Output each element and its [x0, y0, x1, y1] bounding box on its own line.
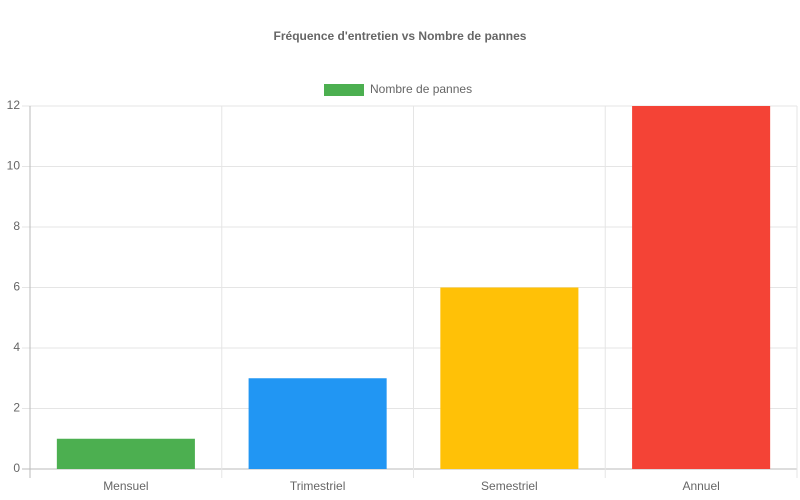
y-tick-label: 8: [13, 219, 20, 233]
y-tick-label: 6: [13, 280, 20, 294]
x-tick-label: Trimestriel: [290, 479, 346, 493]
y-tick-label: 0: [13, 461, 20, 475]
y-tick-label: 12: [7, 98, 21, 112]
bar: [248, 378, 387, 469]
x-tick-label: Semestriel: [481, 479, 538, 493]
bar: [632, 106, 771, 469]
legend-label: Nombre de pannes: [370, 82, 472, 96]
x-tick-label: Annuel: [682, 479, 719, 493]
bar: [440, 287, 579, 469]
y-tick-label: 4: [13, 340, 20, 354]
chart-title: Fréquence d'entretien vs Nombre de panne…: [274, 29, 527, 43]
x-tick-label: Mensuel: [103, 479, 148, 493]
bar: [56, 438, 195, 469]
y-tick-label: 10: [7, 159, 21, 173]
y-tick-label: 2: [13, 401, 20, 415]
legend-swatch: [324, 84, 364, 96]
